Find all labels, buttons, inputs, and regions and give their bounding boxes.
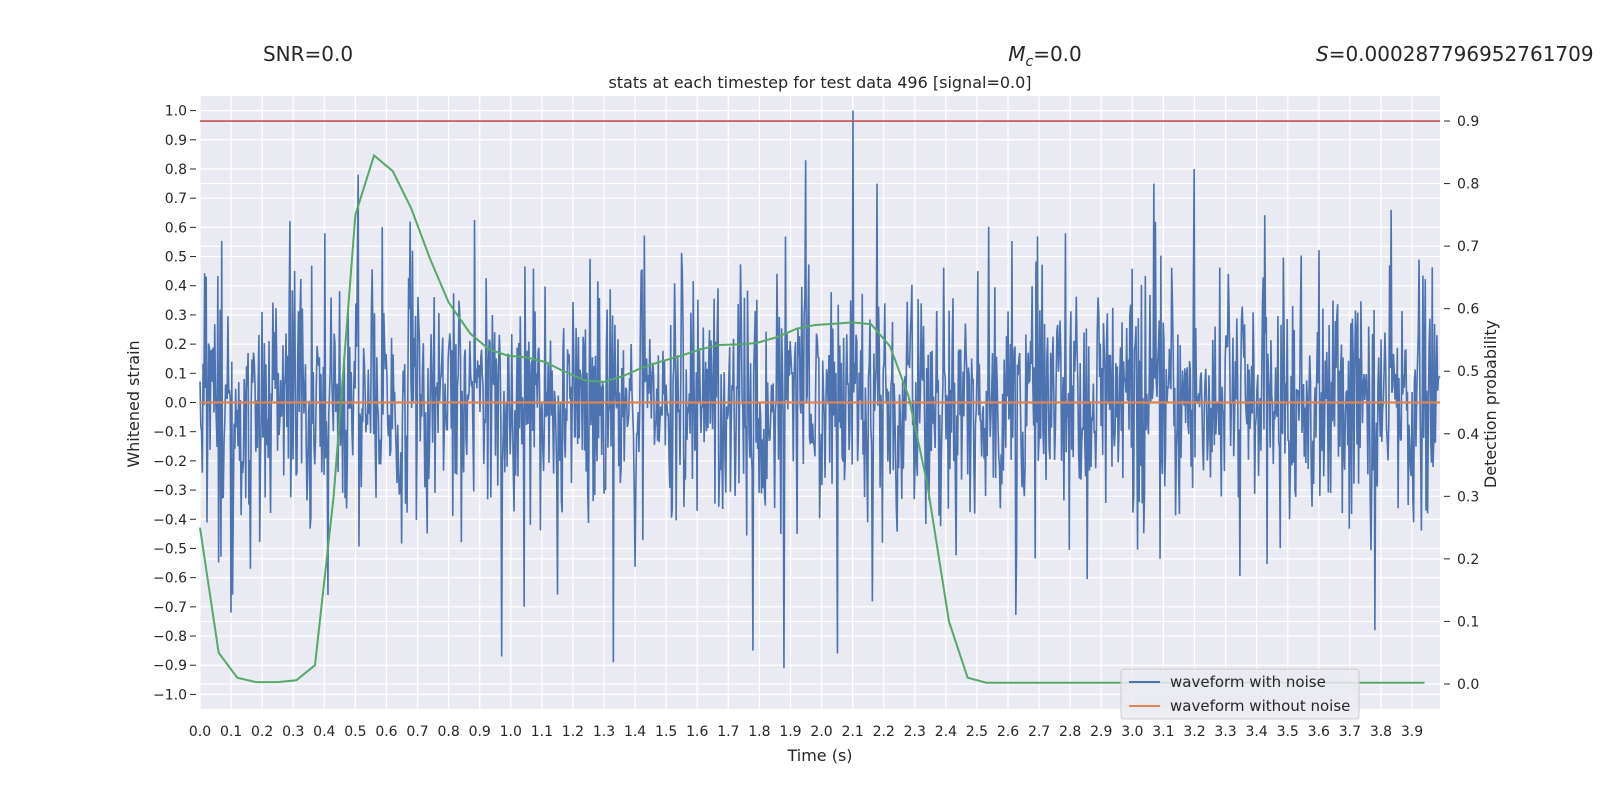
y-left-tick-label: 0.6: [165, 220, 187, 236]
x-tick-label: 0.3: [282, 724, 304, 740]
x-tick-label: 1.8: [748, 724, 770, 740]
x-tick-label: 0.6: [375, 724, 397, 740]
noise-waveform-series: [199, 110, 1441, 669]
x-tick-label: 1.0: [500, 724, 522, 740]
y-right-tick-label: 0.4: [1457, 427, 1479, 443]
x-tick-label: 2.8: [1059, 724, 1081, 740]
y-axis-left-label: Whitened strain: [124, 340, 143, 467]
y-left-tick-label: −0.7: [153, 600, 187, 616]
chirp-mass-value: =0.0: [1033, 42, 1082, 66]
x-tick-label: 1.1: [531, 724, 553, 740]
legend-label-clean: waveform without noise: [1170, 697, 1350, 715]
y-left-tick-label: −0.1: [153, 425, 187, 441]
y-left-tick-label: 0.8: [165, 162, 187, 178]
x-tick-label: 0.5: [344, 724, 366, 740]
y-left-tick-label: −0.9: [153, 658, 187, 674]
chirp-mass-symbol: M: [1008, 42, 1025, 66]
chart-title: stats at each timestep for test data 496…: [608, 73, 1031, 92]
y-right-tick-label: 0.2: [1457, 552, 1479, 568]
y-right-tick-label: 0.1: [1457, 614, 1479, 630]
s-value: =0.000287796952761709: [1329, 42, 1594, 66]
x-tick-label: 3.0: [1121, 724, 1143, 740]
x-tick-label: 0.8: [437, 724, 459, 740]
y-left-tick-label: 0.9: [165, 133, 187, 149]
y-left-tick-label: 1.0: [165, 104, 187, 120]
x-tick-label: 1.5: [655, 724, 677, 740]
x-axis-label: Time (s): [786, 746, 852, 765]
x-tick-label: 2.9: [1090, 724, 1112, 740]
x-axis-ticks: 0.0 0.1 0.2 0.3 0.4 0.5 0.6 0.7 0.8 0.9 1.0 1.1 1.2 1…: [189, 724, 1423, 740]
y-right-tick-label: 0.9: [1457, 114, 1479, 130]
y-right-tick-label: 0.7: [1457, 239, 1479, 255]
x-tick-label: 1.3: [593, 724, 615, 740]
y-right-tick-label: 0.6: [1457, 302, 1479, 318]
x-tick-label: 1.6: [686, 724, 708, 740]
y-left-tick-label: −0.5: [153, 541, 187, 557]
y-right-tick-label: 0.5: [1457, 364, 1479, 380]
y-axis-left-ticks: 1.0 0.9 0.8 0.7 0.6 0.5 0.4 0.3 0.2 0.1 0.0 −0.1 −0.…: [153, 104, 196, 703]
x-tick-label: 0.0: [189, 724, 211, 740]
legend-box: [1120, 668, 1360, 720]
x-tick-label: 2.1: [841, 724, 863, 740]
y-axis-right-label: Detection probability: [1481, 320, 1500, 488]
x-tick-label: 3.5: [1277, 724, 1299, 740]
y-left-tick-label: 0.0: [165, 396, 187, 412]
noise-waveform-line: [199, 110, 1441, 669]
x-tick-label: 2.7: [1028, 724, 1050, 740]
y-left-tick-label: 0.2: [165, 337, 187, 353]
x-tick-label: 0.4: [313, 724, 335, 740]
y-left-tick-label: −1.0: [153, 687, 187, 703]
x-tick-label: 2.4: [935, 724, 957, 740]
y-left-tick-label: 0.3: [165, 308, 187, 324]
snr-label: SNR=0.0: [263, 42, 353, 66]
x-tick-label: 3.6: [1308, 724, 1330, 740]
y-left-tick-label: −0.4: [153, 512, 187, 528]
y-right-tick-label: 0.8: [1457, 177, 1479, 193]
y-right-tick-label: 0.0: [1457, 677, 1479, 693]
x-tick-label: 0.7: [406, 724, 428, 740]
x-tick-label: 2.5: [966, 724, 988, 740]
x-tick-label: 2.3: [904, 724, 926, 740]
y-axis-right-ticks: 0.9 0.8 0.7 0.6 0.5 0.4 0.3 0.2 0.1 0.0: [1444, 114, 1479, 693]
y-left-tick-label: −0.3: [153, 483, 187, 499]
x-tick-label: 2.2: [873, 724, 895, 740]
x-tick-label: 3.9: [1401, 724, 1423, 740]
y-left-tick-label: 0.7: [165, 191, 187, 207]
x-tick-label: 3.7: [1339, 724, 1361, 740]
x-tick-label: 0.9: [469, 724, 491, 740]
legend: waveform with noise waveform without noi…: [1120, 668, 1360, 720]
x-tick-label: 0.2: [251, 724, 273, 740]
x-tick-label: 0.1: [220, 724, 242, 740]
y-left-tick-label: 0.1: [165, 366, 187, 382]
x-tick-label: 2.0: [810, 724, 832, 740]
y-left-tick-label: −0.6: [153, 571, 187, 587]
legend-label-noise: waveform with noise: [1170, 673, 1326, 691]
x-tick-label: 3.8: [1370, 724, 1392, 740]
chirp-mass-label: Mc=0.0: [1008, 42, 1082, 70]
x-tick-label: 3.3: [1214, 724, 1236, 740]
y-left-tick-label: −0.2: [153, 454, 187, 470]
s-symbol: S: [1316, 42, 1329, 66]
x-tick-label: 1.2: [562, 724, 584, 740]
y-left-tick-label: 0.4: [165, 279, 187, 295]
x-tick-label: 3.1: [1152, 724, 1174, 740]
x-tick-label: 3.2: [1183, 724, 1205, 740]
x-tick-label: 2.6: [997, 724, 1019, 740]
x-tick-label: 1.7: [717, 724, 739, 740]
s-statistic-label: S=0.000287796952761709: [1316, 42, 1594, 66]
x-tick-label: 1.9: [779, 724, 801, 740]
y-right-tick-label: 0.3: [1457, 489, 1479, 505]
y-left-tick-label: 0.5: [165, 250, 187, 266]
y-left-tick-label: −0.8: [153, 629, 187, 645]
x-tick-label: 3.4: [1246, 724, 1268, 740]
x-tick-label: 1.4: [624, 724, 646, 740]
chirp-mass-subscript: c: [1025, 54, 1033, 70]
